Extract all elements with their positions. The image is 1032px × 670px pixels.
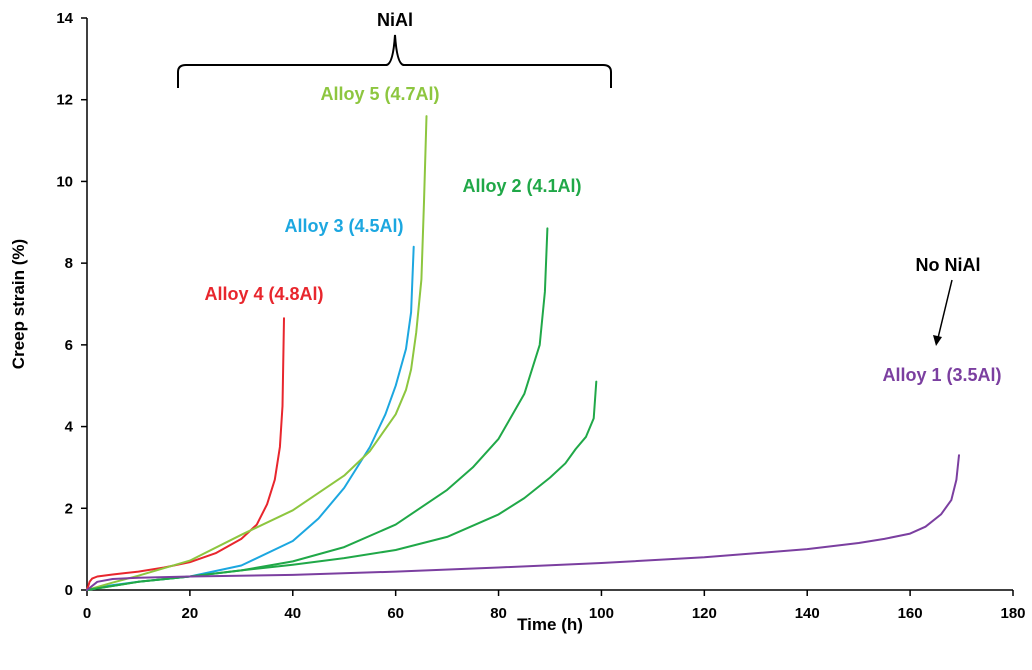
y-tick-label: 10 (56, 173, 73, 190)
y-tick-label: 2 (65, 500, 73, 517)
series-line-2 (86, 115, 428, 591)
series-line-0 (86, 317, 285, 591)
x-axis-ticks: 0 20 40 60 80 100 120 140 160 180 (83, 590, 1026, 622)
x-tick-label: 140 (795, 605, 820, 622)
x-tick-label: 100 (589, 605, 614, 622)
no-nial-arrow-shaft (937, 279, 953, 339)
x-tick-label: 160 (898, 605, 923, 622)
series-line-3 (86, 227, 549, 591)
y-tick-label: 8 (65, 255, 73, 272)
x-tick-label: 80 (490, 605, 507, 622)
series-line-4 (86, 380, 598, 591)
y-tick-label: 0 (65, 582, 73, 599)
x-tick-label: 0 (83, 605, 91, 622)
y-axis-label: Creep strain (%) (9, 239, 28, 369)
annotation-alloy4: Alloy 4 (4.8Al) (204, 284, 323, 304)
y-tick-label: 6 (65, 337, 73, 354)
x-axis-label: Time (h) (517, 615, 583, 634)
y-tick-label: 4 (65, 419, 74, 436)
series-lines (86, 115, 960, 591)
annotation-nial: NiAl (377, 10, 413, 30)
x-tick-label: 180 (1000, 605, 1025, 622)
series-line-5 (86, 454, 960, 591)
annotation-alloy3: Alloy 3 (4.5Al) (284, 216, 403, 236)
nial-bracket (177, 34, 612, 88)
annotation-alloy5: Alloy 5 (4.7Al) (320, 84, 439, 104)
x-tick-label: 40 (284, 605, 301, 622)
x-tick-label: 20 (182, 605, 199, 622)
no-nial-arrow-head (933, 335, 942, 346)
y-tick-label: 12 (56, 92, 73, 109)
annotation-alloy1: Alloy 1 (3.5Al) (882, 365, 1001, 385)
y-axis-ticks: 0 2 4 6 8 10 12 14 (56, 10, 87, 599)
y-tick-label: 14 (56, 10, 73, 27)
x-tick-label: 60 (387, 605, 404, 622)
annotation-alloy2: Alloy 2 (4.1Al) (462, 176, 581, 196)
x-tick-label: 120 (692, 605, 717, 622)
annotation-no-nial: No NiAl (916, 255, 981, 275)
annotations: NiAl Alloy 5 (4.7Al) Alloy 2 (4.1Al) All… (204, 10, 1001, 385)
